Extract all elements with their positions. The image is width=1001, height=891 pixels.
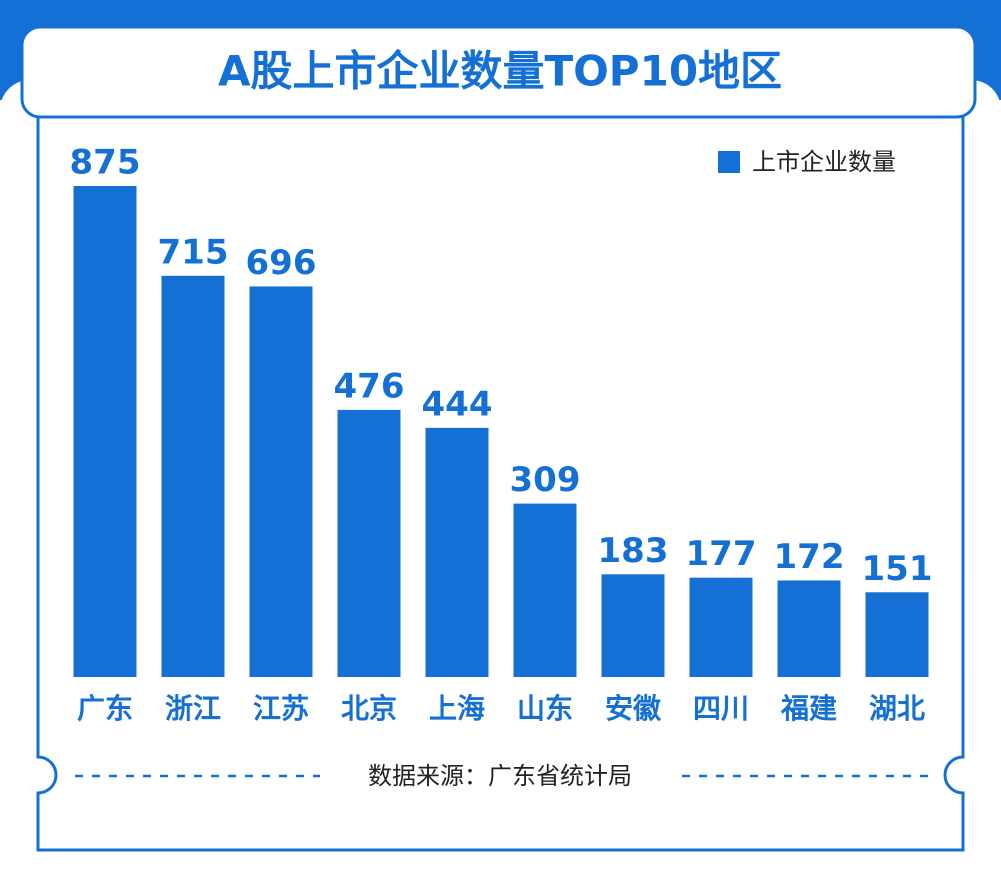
x-tick-label: 四川 — [693, 692, 749, 725]
bar — [865, 592, 929, 677]
bar — [73, 186, 137, 677]
value-label: 177 — [686, 534, 757, 574]
bar — [777, 580, 841, 677]
x-tick-label: 浙江 — [165, 692, 221, 725]
bar — [161, 275, 225, 677]
bar — [337, 409, 401, 677]
source-note: 数据来源：广东省统计局 — [368, 762, 632, 790]
bar — [689, 577, 753, 677]
x-tick-label: 广东 — [77, 692, 133, 725]
legend-label: 上市企业数量 — [752, 148, 896, 176]
value-label: 151 — [862, 549, 933, 589]
bar — [601, 574, 665, 677]
value-label: 444 — [422, 384, 493, 424]
x-tick-label: 北京 — [341, 692, 397, 725]
value-label: 715 — [158, 232, 229, 272]
bar — [425, 427, 489, 677]
x-tick-label: 山东 — [517, 692, 573, 725]
bar — [513, 503, 577, 677]
value-label: 875 — [70, 143, 141, 183]
title-box — [20, 25, 977, 119]
bar — [249, 286, 313, 677]
chart-title: A股上市企业数量TOP10地区 — [218, 47, 782, 96]
value-label: 696 — [246, 243, 317, 283]
x-tick-label: 江苏 — [253, 692, 309, 725]
value-label: 309 — [510, 460, 581, 500]
value-label: 183 — [598, 531, 669, 571]
legend-swatch — [718, 151, 740, 173]
value-label: 476 — [334, 366, 405, 406]
x-tick-label: 湖北 — [869, 692, 925, 725]
x-tick-label: 安徽 — [605, 692, 662, 725]
x-tick-label: 上海 — [429, 692, 485, 725]
value-label: 172 — [774, 537, 845, 577]
x-tick-label: 福建 — [780, 692, 837, 725]
